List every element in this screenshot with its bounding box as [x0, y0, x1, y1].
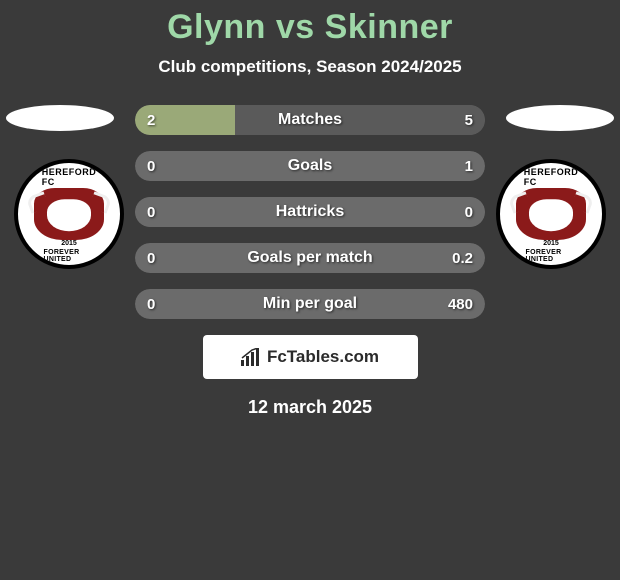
badge-bull-icon: [34, 188, 104, 240]
badge-bottom-text: FOREVER UNITED: [44, 249, 95, 263]
badge-top-text: HEREFORD FC: [524, 167, 579, 187]
stat-row: 0Goals per match0.2: [135, 243, 485, 273]
badge-circle: HEREFORD FC 2015 FOREVER UNITED: [496, 159, 606, 269]
comparison-title: Glynn vs Skinner: [0, 0, 620, 47]
badge-bull-face: [529, 199, 573, 231]
vs-text: vs: [276, 8, 315, 46]
stat-label: Min per goal: [135, 295, 485, 313]
stat-value-right: 480: [448, 296, 473, 313]
stat-row: 0Goals1: [135, 151, 485, 181]
badge-circle: HEREFORD FC 2015 FOREVER UNITED: [14, 159, 124, 269]
badge-bull-face: [47, 199, 91, 231]
stat-value-right: 0.2: [452, 250, 473, 267]
stat-label: Goals: [135, 157, 485, 175]
stat-row: 2Matches5: [135, 105, 485, 135]
branding-box: FcTables.com: [203, 335, 418, 379]
player-left-oval: [6, 105, 114, 131]
stat-label: Matches: [135, 111, 485, 129]
subtitle: Club competitions, Season 2024/2025: [0, 57, 620, 77]
badge-year: 2015: [61, 240, 77, 247]
stat-value-right: 0: [465, 204, 473, 221]
player-left-name: Glynn: [167, 8, 266, 46]
main-area: HEREFORD FC 2015 FOREVER UNITED HEREFORD…: [0, 105, 620, 418]
badge-top-text: HEREFORD FC: [42, 167, 97, 187]
stat-row: 0Hattricks0: [135, 197, 485, 227]
club-badge-left: HEREFORD FC 2015 FOREVER UNITED: [14, 159, 124, 269]
club-badge-right: HEREFORD FC 2015 FOREVER UNITED: [496, 159, 606, 269]
stats-container: 2Matches50Goals10Hattricks00Goals per ma…: [135, 105, 485, 319]
date: 12 march 2025: [0, 397, 620, 418]
badge-year: 2015: [543, 240, 559, 247]
player-right-oval: [506, 105, 614, 131]
stat-value-right: 5: [465, 112, 473, 129]
stat-label: Goals per match: [135, 249, 485, 267]
stat-value-right: 1: [465, 158, 473, 175]
stat-label: Hattricks: [135, 203, 485, 221]
chart-icon: [241, 348, 261, 366]
player-right-name: Skinner: [325, 8, 453, 46]
badge-bull-icon: [516, 188, 586, 240]
branding-text: FcTables.com: [267, 347, 379, 367]
badge-bottom-text: FOREVER UNITED: [526, 249, 577, 263]
stat-row: 0Min per goal480: [135, 289, 485, 319]
